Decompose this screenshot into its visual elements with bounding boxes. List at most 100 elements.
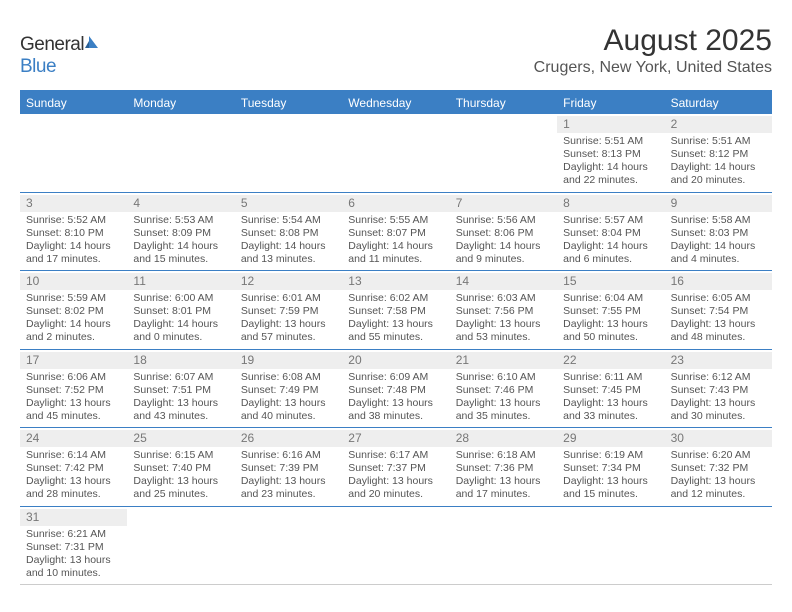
- sunset-text: Sunset: 8:10 PM: [26, 227, 121, 240]
- daylight-text: Daylight: 14 hours and 0 minutes.: [133, 318, 228, 344]
- sunrise-text: Sunrise: 6:07 AM: [133, 371, 228, 384]
- day-number: 3: [20, 195, 127, 212]
- dayhead-friday: Friday: [557, 92, 664, 114]
- sunset-text: Sunset: 8:07 PM: [348, 227, 443, 240]
- sunset-text: Sunset: 7:36 PM: [456, 462, 551, 475]
- sunset-text: Sunset: 7:31 PM: [26, 541, 121, 554]
- daylight-text: Daylight: 14 hours and 20 minutes.: [671, 161, 766, 187]
- day-number: 24: [20, 430, 127, 447]
- calendar-row: 10Sunrise: 5:59 AMSunset: 8:02 PMDayligh…: [20, 271, 772, 350]
- calendar-cell-empty: [557, 507, 664, 585]
- sunset-text: Sunset: 7:39 PM: [241, 462, 336, 475]
- sunrise-text: Sunrise: 6:16 AM: [241, 449, 336, 462]
- daylight-text: Daylight: 13 hours and 23 minutes.: [241, 475, 336, 501]
- calendar-cell: 22Sunrise: 6:11 AMSunset: 7:45 PMDayligh…: [557, 350, 664, 428]
- calendar-cell: 3Sunrise: 5:52 AMSunset: 8:10 PMDaylight…: [20, 193, 127, 271]
- daylight-text: Daylight: 14 hours and 13 minutes.: [241, 240, 336, 266]
- day-number: 23: [665, 352, 772, 369]
- dayhead-tuesday: Tuesday: [235, 92, 342, 114]
- daylight-text: Daylight: 13 hours and 17 minutes.: [456, 475, 551, 501]
- calendar-row: 1Sunrise: 5:51 AMSunset: 8:13 PMDaylight…: [20, 114, 772, 193]
- sunrise-text: Sunrise: 6:08 AM: [241, 371, 336, 384]
- sunrise-text: Sunrise: 6:18 AM: [456, 449, 551, 462]
- calendar-cell: 20Sunrise: 6:09 AMSunset: 7:48 PMDayligh…: [342, 350, 449, 428]
- dayhead-monday: Monday: [127, 92, 234, 114]
- sunset-text: Sunset: 7:59 PM: [241, 305, 336, 318]
- day-number: 10: [20, 273, 127, 290]
- calendar-cell: 18Sunrise: 6:07 AMSunset: 7:51 PMDayligh…: [127, 350, 234, 428]
- daylight-text: Daylight: 14 hours and 9 minutes.: [456, 240, 551, 266]
- logo-word2: Blue: [20, 56, 56, 77]
- daylight-text: Daylight: 13 hours and 50 minutes.: [563, 318, 658, 344]
- sunset-text: Sunset: 7:48 PM: [348, 384, 443, 397]
- day-number: 12: [235, 273, 342, 290]
- sunrise-text: Sunrise: 6:06 AM: [26, 371, 121, 384]
- calendar-cell: 30Sunrise: 6:20 AMSunset: 7:32 PMDayligh…: [665, 428, 772, 506]
- daylight-text: Daylight: 13 hours and 15 minutes.: [563, 475, 658, 501]
- calendar-cell: 31Sunrise: 6:21 AMSunset: 7:31 PMDayligh…: [20, 507, 127, 585]
- day-number: 28: [450, 430, 557, 447]
- calendar-cell: 27Sunrise: 6:17 AMSunset: 7:37 PMDayligh…: [342, 428, 449, 506]
- daylight-text: Daylight: 13 hours and 33 minutes.: [563, 397, 658, 423]
- title-block: August 2025 Crugers, New York, United St…: [534, 24, 772, 77]
- calendar-cell: 9Sunrise: 5:58 AMSunset: 8:03 PMDaylight…: [665, 193, 772, 271]
- sunset-text: Sunset: 7:43 PM: [671, 384, 766, 397]
- sunrise-text: Sunrise: 5:56 AM: [456, 214, 551, 227]
- day-number: 25: [127, 430, 234, 447]
- daylight-text: Daylight: 14 hours and 17 minutes.: [26, 240, 121, 266]
- daylight-text: Daylight: 13 hours and 45 minutes.: [26, 397, 121, 423]
- sunset-text: Sunset: 8:08 PM: [241, 227, 336, 240]
- sunrise-text: Sunrise: 6:03 AM: [456, 292, 551, 305]
- calendar-row: 17Sunrise: 6:06 AMSunset: 7:52 PMDayligh…: [20, 350, 772, 429]
- daylight-text: Daylight: 13 hours and 38 minutes.: [348, 397, 443, 423]
- header-row: GeneralBlue August 2025 Crugers, New Yor…: [20, 24, 772, 78]
- sunset-text: Sunset: 7:34 PM: [563, 462, 658, 475]
- calendar-cell-empty: [342, 507, 449, 585]
- sunrise-text: Sunrise: 6:17 AM: [348, 449, 443, 462]
- sunset-text: Sunset: 7:55 PM: [563, 305, 658, 318]
- day-number: 27: [342, 430, 449, 447]
- sunrise-text: Sunrise: 6:10 AM: [456, 371, 551, 384]
- dayhead-thursday: Thursday: [450, 92, 557, 114]
- calendar-cell: 26Sunrise: 6:16 AMSunset: 7:39 PMDayligh…: [235, 428, 342, 506]
- sunset-text: Sunset: 8:01 PM: [133, 305, 228, 318]
- day-number: 16: [665, 273, 772, 290]
- calendar-cell-empty: [127, 114, 234, 192]
- logo-word1: General: [20, 34, 84, 55]
- dayhead-saturday: Saturday: [665, 92, 772, 114]
- sunrise-text: Sunrise: 6:19 AM: [563, 449, 658, 462]
- sunset-text: Sunset: 7:42 PM: [26, 462, 121, 475]
- day-number: 2: [665, 116, 772, 133]
- daylight-text: Daylight: 13 hours and 48 minutes.: [671, 318, 766, 344]
- sunset-text: Sunset: 7:37 PM: [348, 462, 443, 475]
- calendar-header-row: Sunday Monday Tuesday Wednesday Thursday…: [20, 92, 772, 114]
- daylight-text: Daylight: 13 hours and 25 minutes.: [133, 475, 228, 501]
- calendar-cell: 23Sunrise: 6:12 AMSunset: 7:43 PMDayligh…: [665, 350, 772, 428]
- sunrise-text: Sunrise: 5:51 AM: [671, 135, 766, 148]
- dayhead-wednesday: Wednesday: [342, 92, 449, 114]
- calendar-row: 31Sunrise: 6:21 AMSunset: 7:31 PMDayligh…: [20, 507, 772, 586]
- day-number: 8: [557, 195, 664, 212]
- calendar-cell: 17Sunrise: 6:06 AMSunset: 7:52 PMDayligh…: [20, 350, 127, 428]
- sunset-text: Sunset: 8:02 PM: [26, 305, 121, 318]
- calendar-cell-empty: [20, 114, 127, 192]
- calendar-cell-empty: [235, 507, 342, 585]
- sunset-text: Sunset: 8:03 PM: [671, 227, 766, 240]
- calendar-cell: 25Sunrise: 6:15 AMSunset: 7:40 PMDayligh…: [127, 428, 234, 506]
- sunset-text: Sunset: 7:58 PM: [348, 305, 443, 318]
- sunrise-text: Sunrise: 6:21 AM: [26, 528, 121, 541]
- sunrise-text: Sunrise: 6:04 AM: [563, 292, 658, 305]
- calendar-cell: 24Sunrise: 6:14 AMSunset: 7:42 PMDayligh…: [20, 428, 127, 506]
- calendar-table: Sunday Monday Tuesday Wednesday Thursday…: [20, 90, 772, 585]
- calendar-cell: 16Sunrise: 6:05 AMSunset: 7:54 PMDayligh…: [665, 271, 772, 349]
- calendar-cell: 21Sunrise: 6:10 AMSunset: 7:46 PMDayligh…: [450, 350, 557, 428]
- calendar-cell: 14Sunrise: 6:03 AMSunset: 7:56 PMDayligh…: [450, 271, 557, 349]
- calendar-cell: 6Sunrise: 5:55 AMSunset: 8:07 PMDaylight…: [342, 193, 449, 271]
- day-number: 5: [235, 195, 342, 212]
- sunset-text: Sunset: 8:09 PM: [133, 227, 228, 240]
- day-number: 20: [342, 352, 449, 369]
- sunset-text: Sunset: 8:06 PM: [456, 227, 551, 240]
- calendar-cell: 10Sunrise: 5:59 AMSunset: 8:02 PMDayligh…: [20, 271, 127, 349]
- day-number: 17: [20, 352, 127, 369]
- calendar-cell: 13Sunrise: 6:02 AMSunset: 7:58 PMDayligh…: [342, 271, 449, 349]
